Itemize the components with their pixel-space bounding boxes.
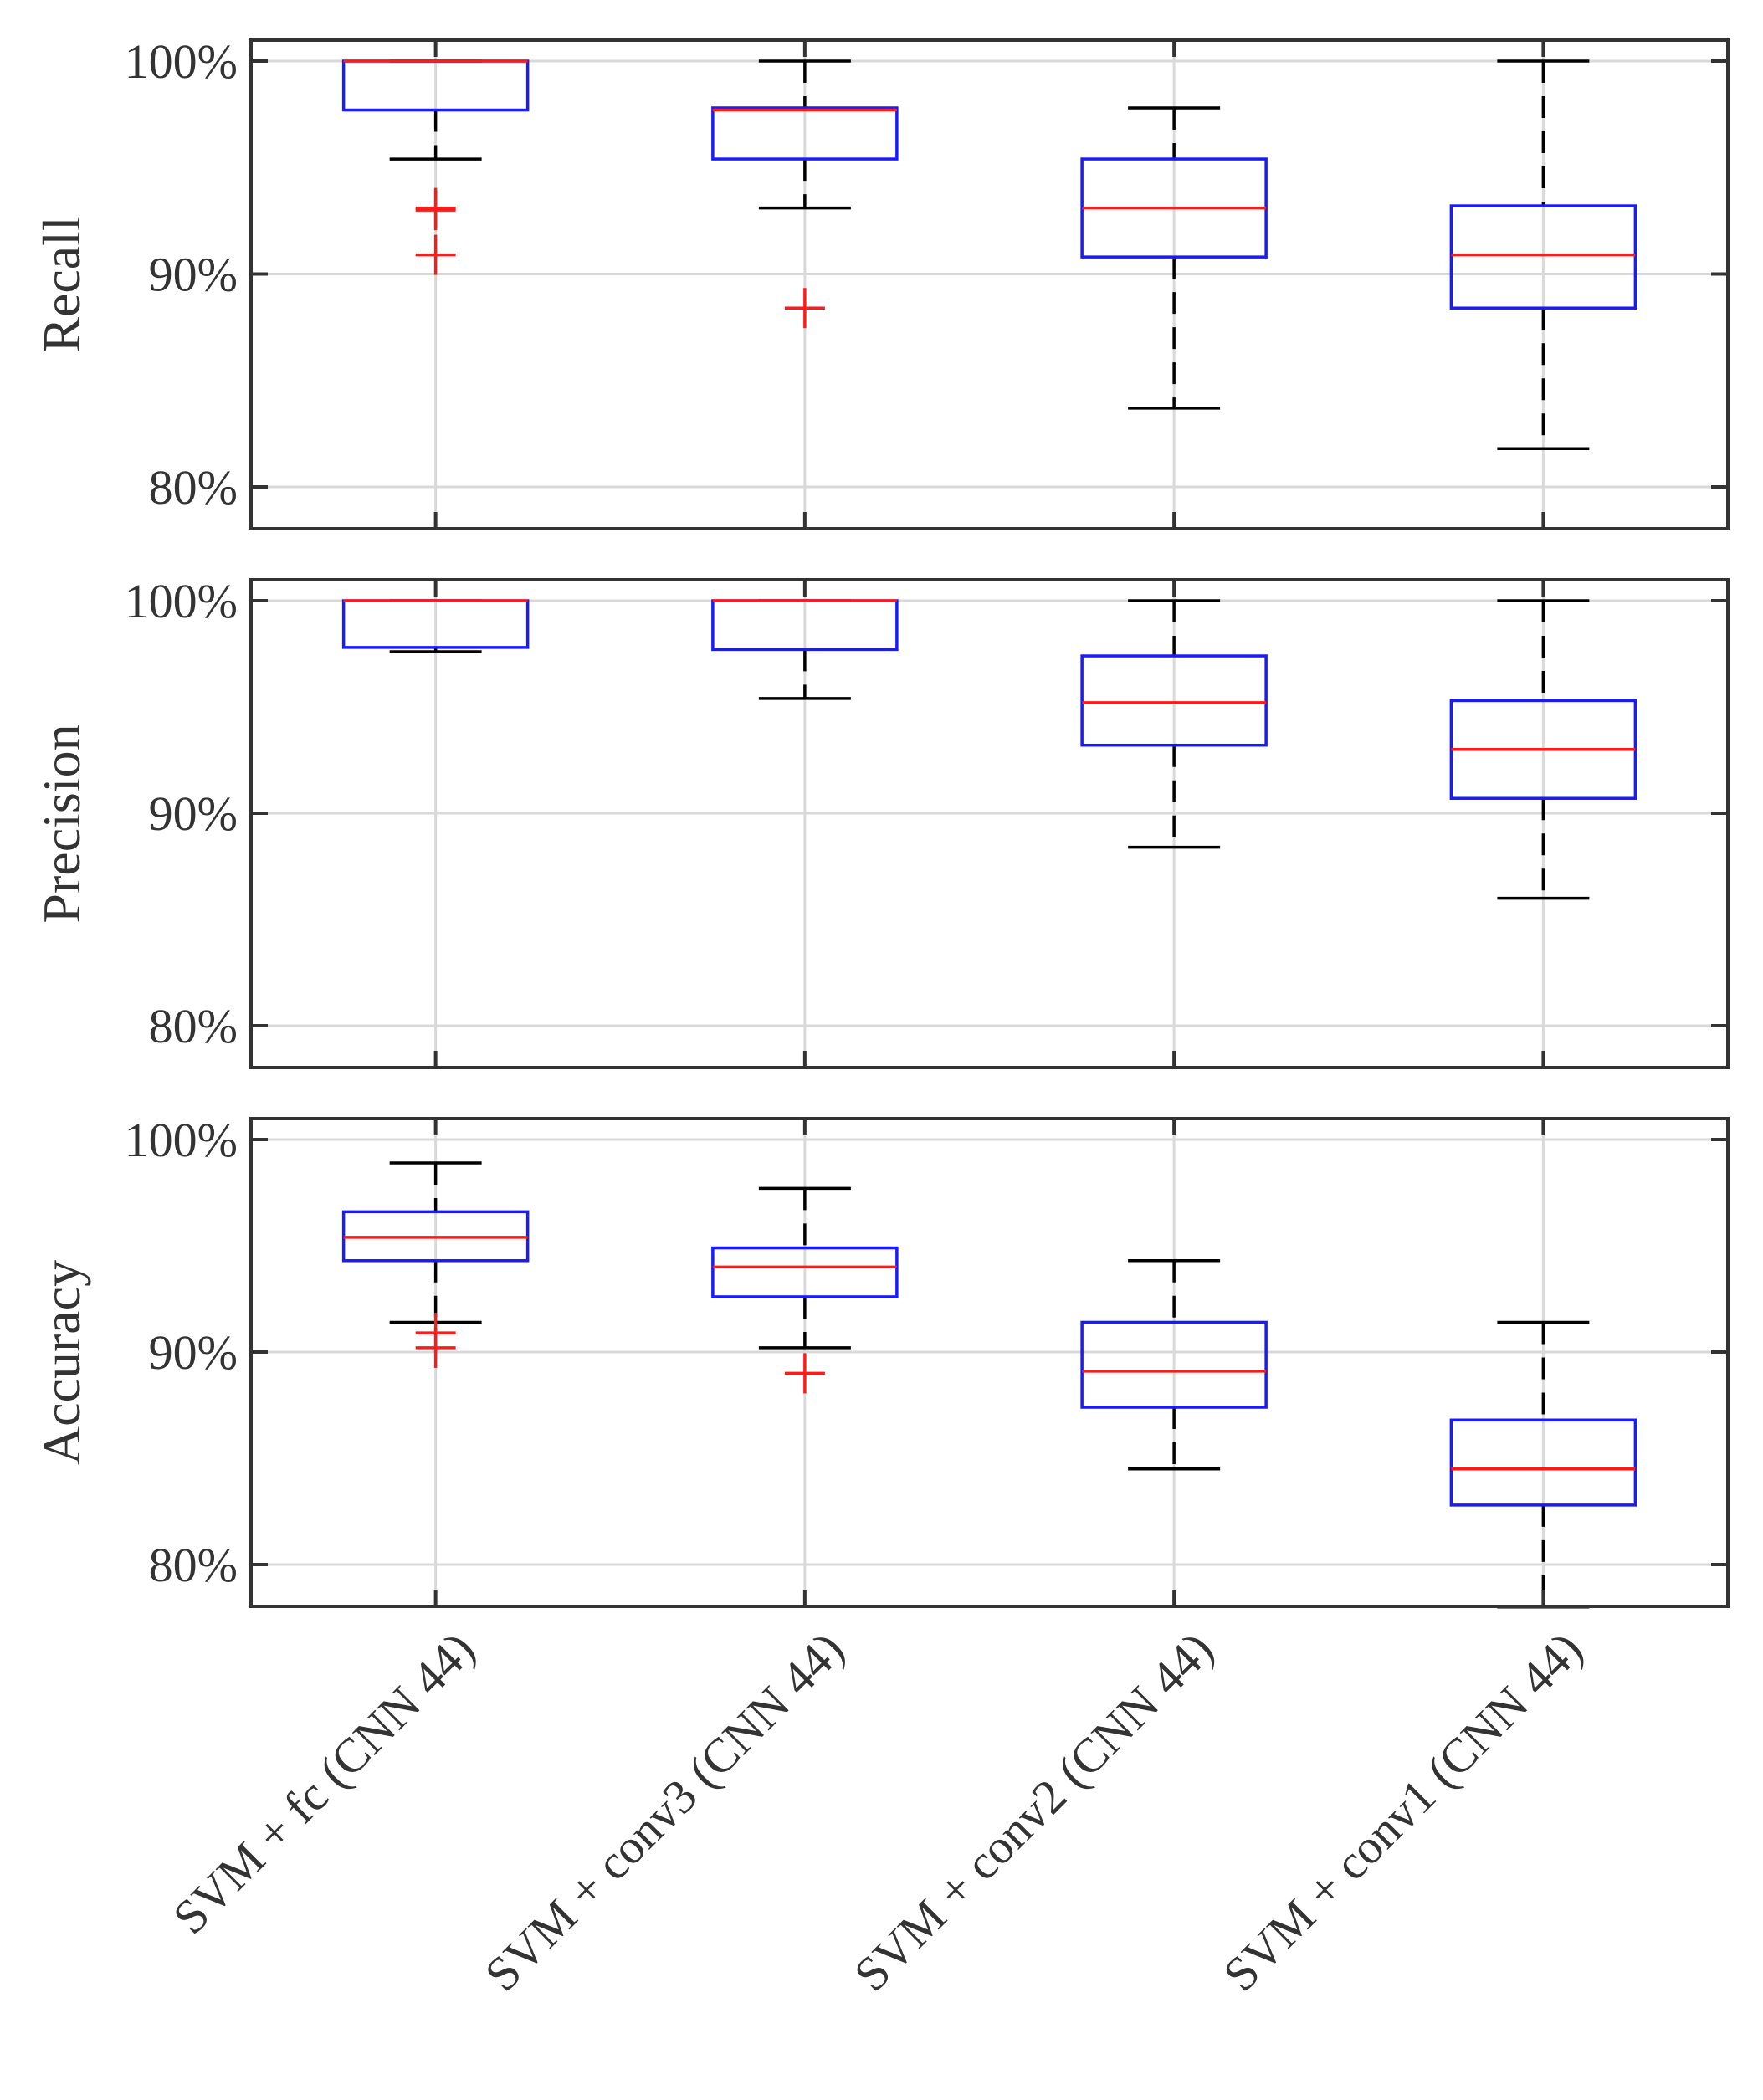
y-tick-label: 80% xyxy=(149,999,238,1053)
y-tick-label: 100% xyxy=(125,574,238,628)
box-group-1 xyxy=(341,1161,530,1368)
y-tick-label: 90% xyxy=(149,786,238,841)
y-tick-label: 80% xyxy=(149,1538,238,1592)
box-group-4 xyxy=(1449,59,1637,450)
box xyxy=(1449,1418,1637,1507)
box-group-1 xyxy=(341,59,530,275)
box xyxy=(711,106,899,161)
axes-frame xyxy=(249,38,1730,530)
panel-recall: 80% 90% 100% Recall xyxy=(32,34,1730,530)
x-tick-label: SVM + conv2 (CNN 44) xyxy=(843,1621,1223,2001)
box xyxy=(1449,204,1637,310)
outlier-marker xyxy=(415,190,456,231)
y-axis-label: Precision xyxy=(32,724,91,923)
x-tick-label: SVM + conv3 (CNN 44) xyxy=(474,1621,854,2001)
y-tick-label: 100% xyxy=(125,1113,238,1167)
box xyxy=(1080,654,1268,747)
x-tick-label: SVM + fc (CNN 44) xyxy=(162,1621,485,1944)
x-tick-label: SVM + conv1 (CNN 44) xyxy=(1212,1621,1592,2001)
y-tick-label: 90% xyxy=(149,1325,238,1380)
box-group-2 xyxy=(711,59,899,329)
outlier-marker xyxy=(415,234,456,275)
box xyxy=(711,1246,899,1298)
box-group-3 xyxy=(1080,599,1268,849)
box-group-2 xyxy=(711,1186,899,1394)
outlier-marker xyxy=(784,1353,825,1394)
y-axis-label: Recall xyxy=(32,216,91,352)
y-tick-label: 80% xyxy=(149,460,238,515)
box-group-1 xyxy=(341,599,530,653)
box-group-2 xyxy=(711,599,899,700)
axes-frame xyxy=(249,578,1730,1069)
outlier-marker xyxy=(415,1327,456,1368)
axes-frame xyxy=(249,1117,1730,1608)
box xyxy=(1080,1320,1268,1409)
box-group-4 xyxy=(1449,599,1637,900)
y-tick-label: 100% xyxy=(125,34,238,89)
y-axis-label: Accuracy xyxy=(32,1260,91,1465)
panel-precision: 80% 90% 100% Precision xyxy=(32,574,1730,1069)
outlier-marker xyxy=(784,288,825,329)
box-group-3 xyxy=(1080,1259,1268,1471)
box-group-3 xyxy=(1080,106,1268,410)
panel-accuracy: 80% 90% 100% Accuracy xyxy=(32,1113,1730,1609)
x-tick-labels: SVM + fc (CNN 44)SVM + conv3 (CNN 44)SVM… xyxy=(162,1621,1593,2001)
y-tick-label: 90% xyxy=(149,248,238,302)
